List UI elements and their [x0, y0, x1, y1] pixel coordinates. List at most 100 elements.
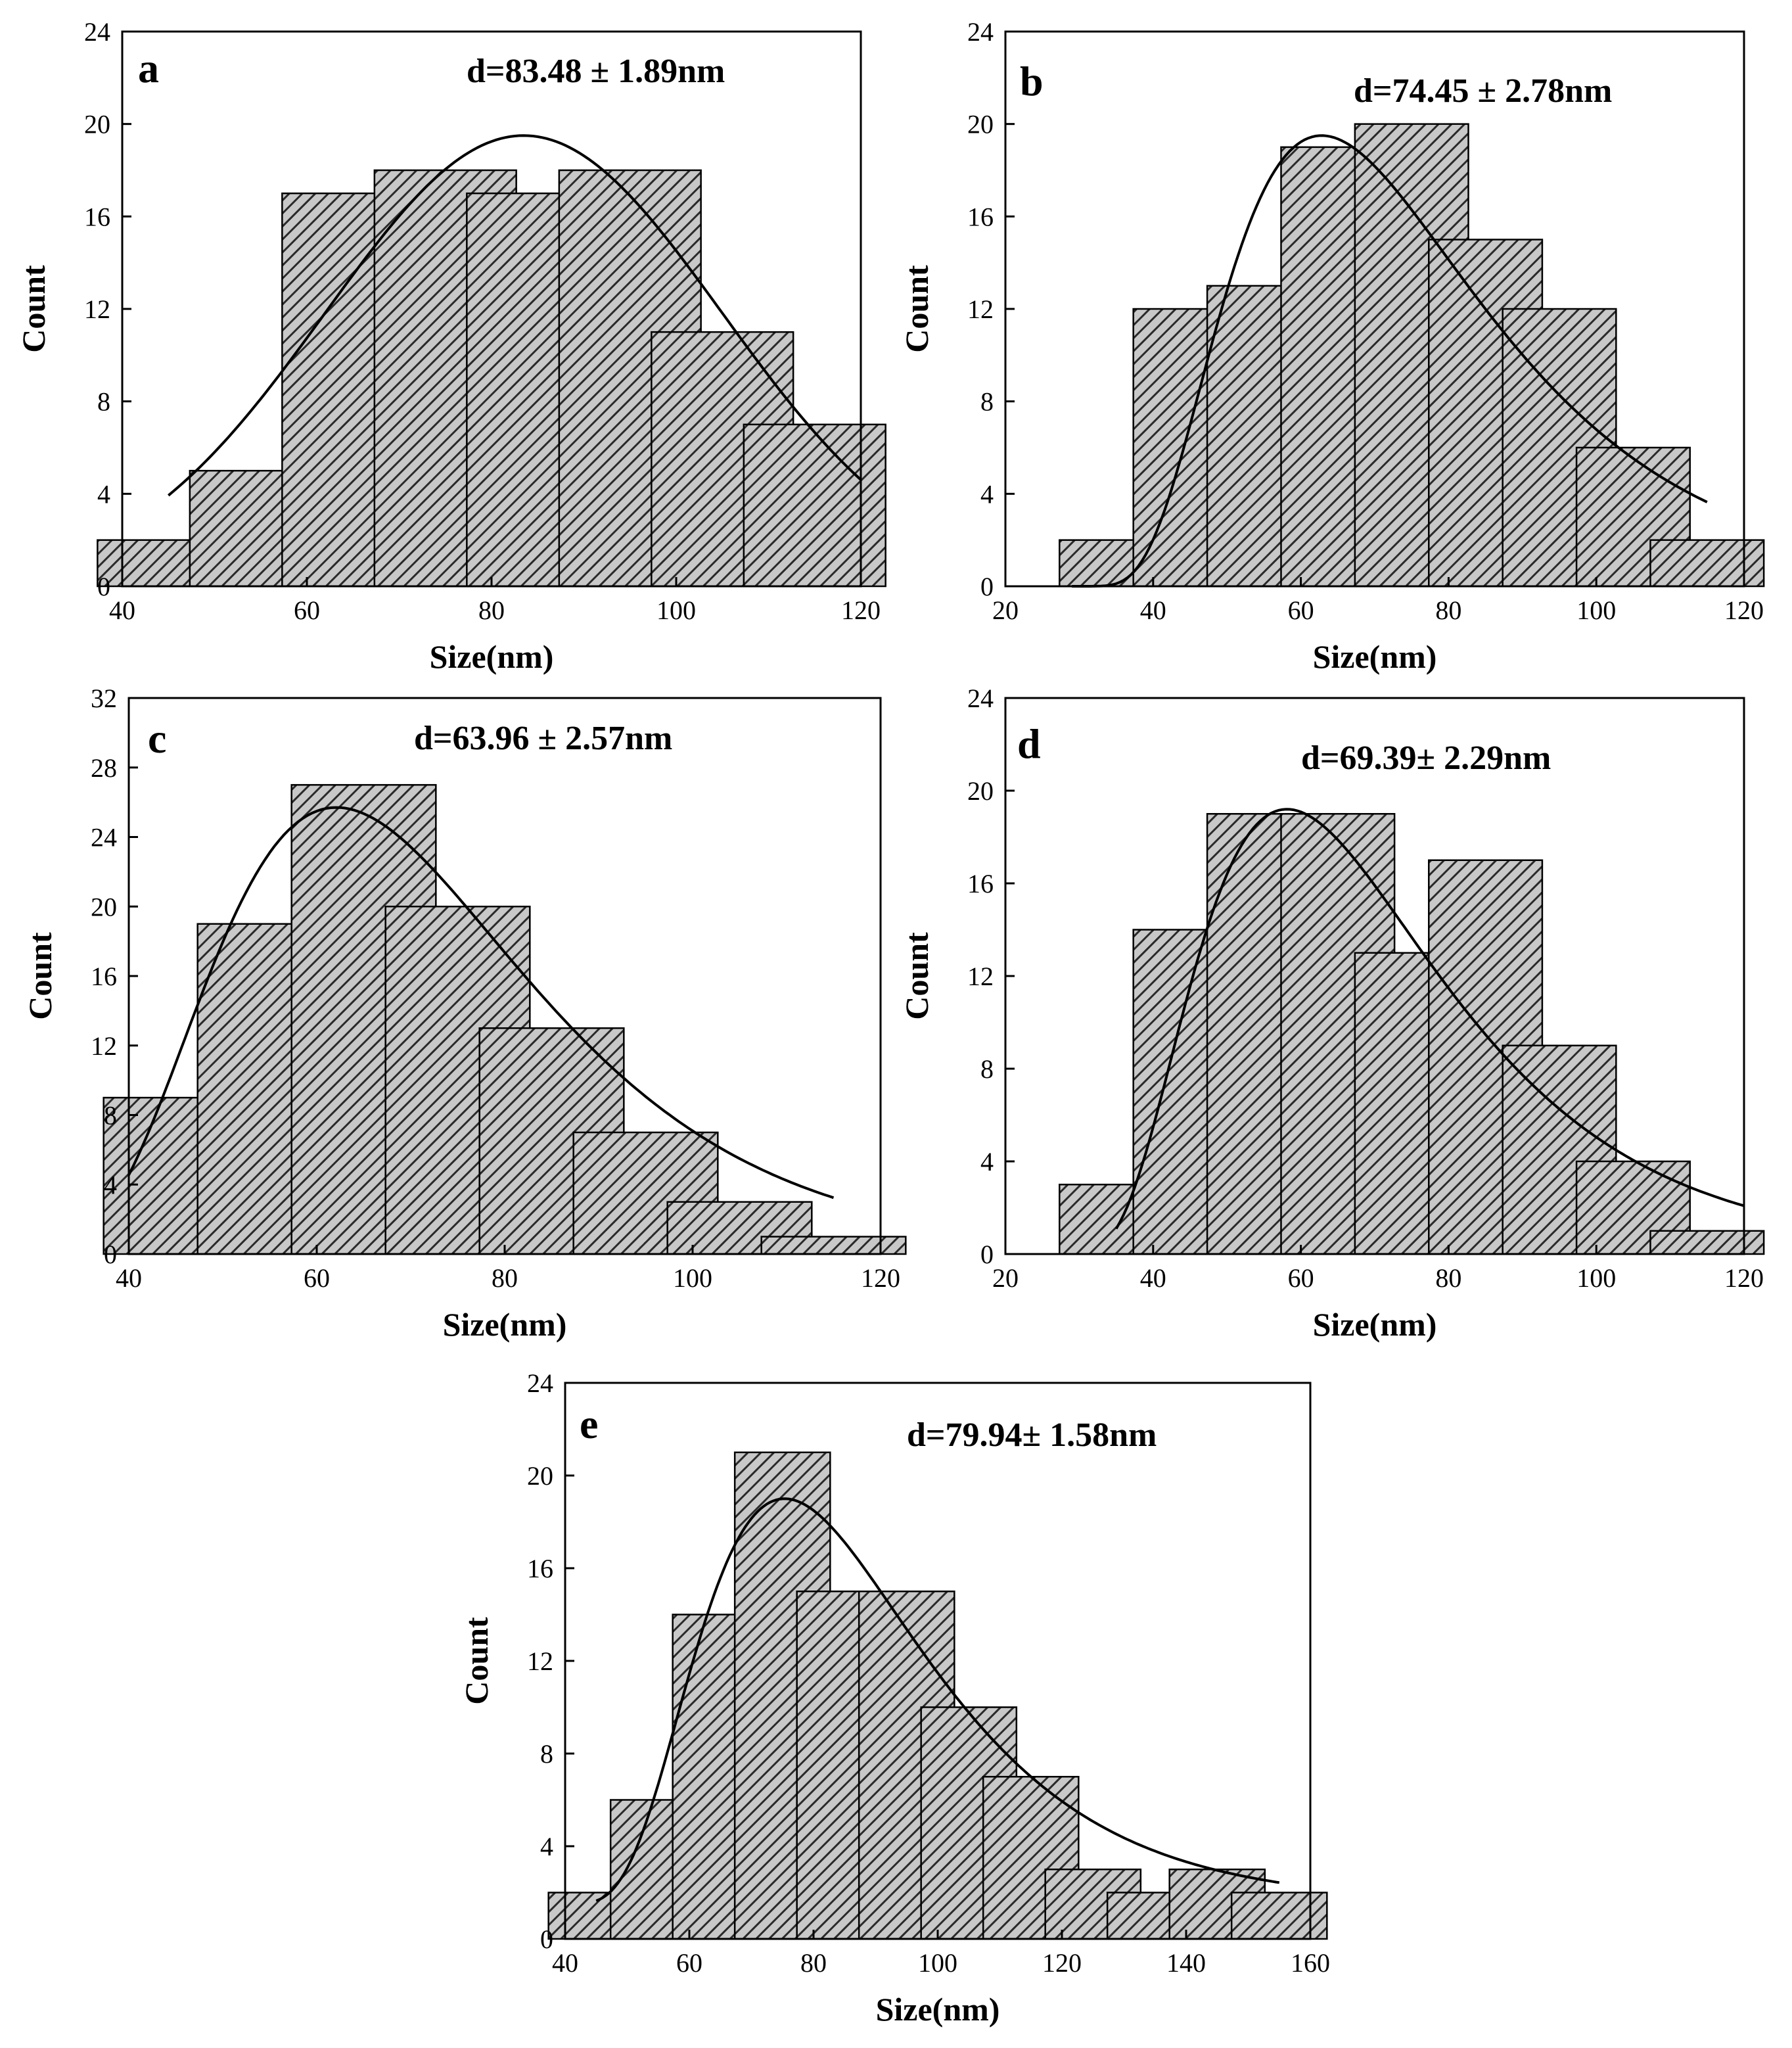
panel-letter: a [138, 45, 159, 91]
y-tick-label: 24 [967, 684, 994, 713]
x-axis-label: Size(nm) [430, 638, 554, 675]
y-tick-label: 32 [91, 684, 117, 713]
bar-b-8 [1649, 539, 1765, 588]
y-axis-label: Count [15, 265, 52, 353]
x-tick-label: 100 [656, 595, 696, 625]
y-tick-label: 16 [84, 202, 110, 231]
y-tick-label: 24 [91, 823, 117, 852]
x-axis-label: Size(nm) [1313, 1306, 1437, 1343]
panel-letter: c [148, 715, 166, 762]
x-tick-label: 80 [1435, 595, 1461, 625]
y-tick-label: 4 [540, 1832, 553, 1861]
y-tick-label: 20 [527, 1461, 553, 1491]
x-tick-label: 60 [676, 1948, 702, 1978]
y-tick-label: 4 [104, 1170, 117, 1199]
y-tick-label: 16 [91, 962, 117, 991]
x-tick-label: 80 [800, 1948, 827, 1978]
y-tick-label: 0 [540, 1924, 553, 1954]
y-tick-label: 16 [967, 869, 994, 898]
x-tick-label: 40 [552, 1948, 578, 1978]
x-tick-label: 40 [1140, 595, 1166, 625]
x-tick-label: 40 [109, 595, 135, 625]
panel-e: 40 60 80 100 120 140 160 0 4 8 12 16 20 24 Size(nm) Cou… [458, 1368, 1330, 2028]
y-tick-label: 4 [97, 479, 110, 509]
x-tick-label: 140 [1166, 1948, 1206, 1978]
x-tick-label: 120 [841, 595, 881, 625]
x-axis-label: Size(nm) [876, 1991, 1000, 2028]
y-axis-label: Count [898, 932, 935, 1020]
y-tick-label: 4 [980, 1147, 994, 1176]
x-tick-label: 120 [1042, 1948, 1082, 1978]
x-tick-label: 40 [1140, 1263, 1166, 1293]
y-tick-label: 0 [980, 572, 994, 601]
y-tick-label: 20 [91, 892, 117, 921]
x-axis-label: Size(nm) [1313, 638, 1437, 675]
y-tick-label: 8 [104, 1101, 117, 1130]
bar-a-7 [743, 423, 886, 588]
y-tick-label: 28 [91, 753, 117, 783]
x-tick-label: 40 [116, 1263, 142, 1293]
y-tick-label: 20 [84, 110, 110, 139]
x-tick-label: 20 [992, 1263, 1019, 1293]
panel-letter: d [1017, 720, 1041, 767]
x-tick-label: 120 [1724, 595, 1764, 625]
bar-c-7 [760, 1236, 907, 1255]
x-tick-label: 80 [1435, 1263, 1461, 1293]
fit-curve-b [1072, 134, 1708, 588]
y-tick-label: 12 [967, 294, 994, 324]
size-annotation: d=74.45 ± 2.78nm [1354, 72, 1612, 110]
y-tick-label: 0 [980, 1240, 994, 1269]
x-tick-label: 80 [478, 595, 505, 625]
x-tick-label: 120 [861, 1263, 900, 1293]
y-tick-label: 8 [980, 1054, 994, 1084]
fit-curve-c [127, 806, 835, 1199]
y-tick-label: 8 [97, 387, 110, 417]
bar-e-11 [1230, 1892, 1328, 1940]
x-tick-label: 100 [918, 1948, 957, 1978]
bar-d-8 [1649, 1230, 1765, 1255]
y-tick-label: 24 [967, 17, 994, 47]
y-axis-label: Count [458, 1617, 495, 1705]
x-tick-label: 80 [492, 1263, 518, 1293]
panel-letter: b [1020, 58, 1044, 105]
x-tick-label: 60 [1288, 595, 1314, 625]
fit-curve-e [595, 1497, 1280, 1902]
y-tick-label: 20 [967, 110, 994, 139]
fit-curve-a [168, 134, 862, 497]
y-tick-label: 16 [527, 1554, 553, 1583]
y-tick-label: 12 [84, 294, 110, 324]
y-tick-label: 24 [84, 17, 110, 47]
size-annotation: d=79.94± 1.58nm [907, 1416, 1157, 1454]
size-annotation: d=63.96 ± 2.57nm [414, 720, 672, 757]
y-tick-label: 12 [967, 962, 994, 991]
size-annotation: d=83.48 ± 1.89nm [467, 53, 725, 90]
x-tick-label: 20 [992, 595, 1019, 625]
panel-c: 40 60 80 100 120 0 4 8 12 16 20 24 28 32 Size(nm) Count… [22, 684, 907, 1343]
x-tick-label: 120 [1724, 1263, 1764, 1293]
x-tick-label: 60 [1288, 1263, 1314, 1293]
x-tick-label: 160 [1291, 1948, 1330, 1978]
y-tick-label: 12 [91, 1031, 117, 1061]
y-tick-label: 24 [527, 1368, 553, 1398]
size-annotation: d=69.39± 2.29nm [1301, 739, 1551, 777]
x-tick-label: 60 [294, 595, 320, 625]
y-tick-label: 8 [980, 387, 994, 417]
x-axis-label: Size(nm) [443, 1306, 567, 1343]
y-tick-label: 0 [97, 572, 110, 601]
x-tick-label: 60 [304, 1263, 330, 1293]
fit-curve-d [1114, 808, 1745, 1230]
y-tick-label: 12 [527, 1646, 553, 1676]
y-tick-label: 16 [967, 202, 994, 231]
y-tick-label: 20 [967, 776, 994, 806]
y-axis-label: Count [898, 265, 935, 353]
y-tick-label: 4 [980, 479, 994, 509]
y-axis-label: Count [22, 932, 58, 1020]
panel-a: 40 60 80 100 120 0 4 8 12 16 20 24 Size(nm) Count a d=8… [15, 17, 886, 675]
panel-b: 20 40 60 80 100 120 0 4 8 12 16 20 24 Size(nm) Count b d… [898, 17, 1765, 675]
x-tick-label: 100 [1576, 1263, 1616, 1293]
x-tick-label: 100 [1576, 595, 1616, 625]
x-tick-label: 100 [673, 1263, 712, 1293]
y-tick-label: 8 [540, 1739, 553, 1769]
panel-d: 20 40 60 80 100 120 0 4 8 12 16 20 24 Size(nm) Count d d… [898, 684, 1765, 1343]
y-tick-label: 0 [104, 1240, 117, 1269]
